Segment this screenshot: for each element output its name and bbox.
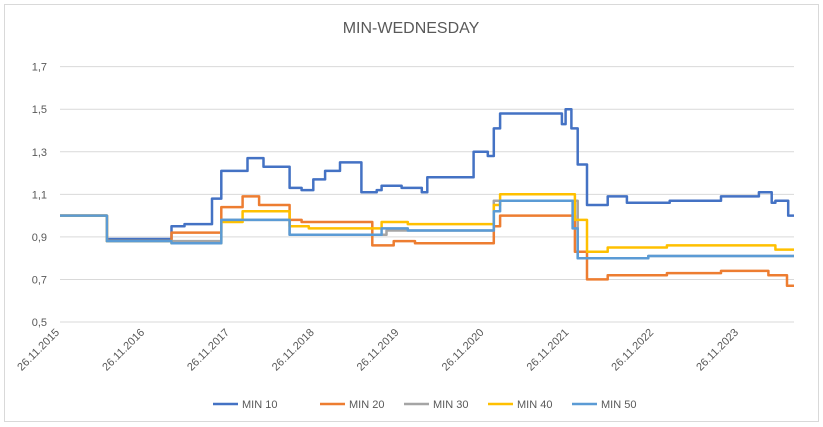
x-tick-label: 26.11.2023 bbox=[694, 327, 741, 374]
series-line-min-10 bbox=[60, 107, 794, 241]
y-tick-label: 0,9 bbox=[32, 232, 47, 244]
series-line-min-50 bbox=[60, 199, 794, 260]
y-tick-label: 0,5 bbox=[32, 317, 47, 329]
y-tick-label: 1,5 bbox=[32, 104, 47, 116]
x-tick-label: 26.11.2018 bbox=[270, 327, 317, 374]
y-axis-ticks: 0,5 0,7 0,9 1,1 1,3 1,5 1,7 bbox=[32, 62, 47, 329]
x-tick-label: 26.11.2019 bbox=[355, 327, 402, 374]
y-tick-label: 0,7 bbox=[32, 274, 47, 286]
legend-label: MIN 20 bbox=[349, 399, 384, 411]
x-tick-label: 26.11.2017 bbox=[185, 327, 232, 374]
grid-layer bbox=[60, 66, 794, 323]
legend-label: MIN 30 bbox=[433, 399, 468, 411]
y-tick-label: 1,1 bbox=[32, 189, 47, 201]
x-tick-label: 26.11.2016 bbox=[100, 327, 147, 374]
chart-title: MIN-WEDNESDAY bbox=[343, 20, 480, 37]
x-tick-label: 26.11.2015 bbox=[15, 327, 62, 374]
legend-label: MIN 50 bbox=[601, 399, 636, 411]
x-tick-label: 26.11.2020 bbox=[440, 327, 487, 374]
series-line-min-20 bbox=[60, 195, 794, 288]
y-tick-label: 1,7 bbox=[32, 62, 47, 74]
legend-label: MIN 10 bbox=[242, 399, 277, 411]
series-layer bbox=[60, 107, 794, 288]
x-axis-ticks: 26.11.2015 26.11.2016 26.11.2017 26.11.2018… bbox=[15, 327, 741, 374]
legend-label: MIN 40 bbox=[517, 399, 552, 411]
x-tick-label: 26.11.2022 bbox=[609, 327, 656, 374]
legend: MIN 10 MIN 20 MIN 30 MIN 40 MIN 50 bbox=[213, 399, 636, 411]
chart-frame bbox=[4, 4, 819, 422]
x-tick-label: 26.11.2021 bbox=[525, 327, 572, 374]
y-tick-label: 1,3 bbox=[32, 147, 47, 159]
